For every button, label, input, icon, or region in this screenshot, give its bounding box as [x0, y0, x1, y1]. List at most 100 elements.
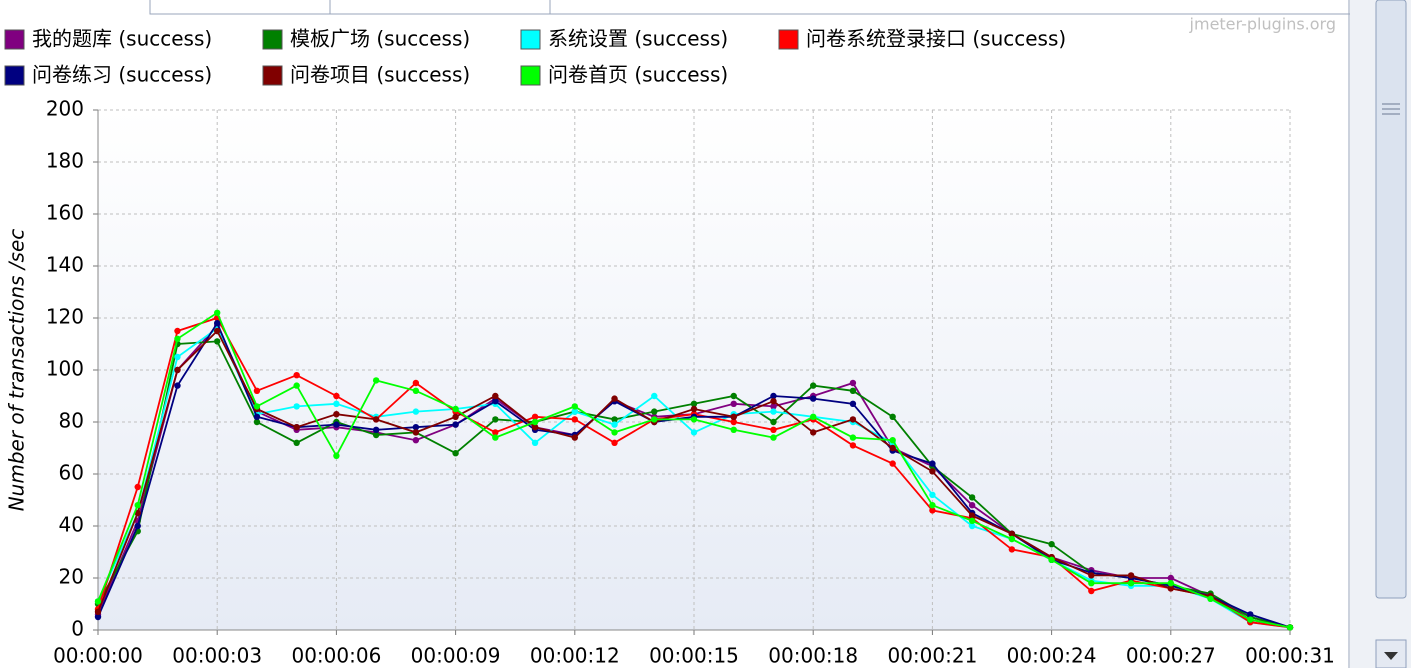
legend-label: 问卷练习 (success)	[32, 63, 212, 87]
data-point	[770, 418, 777, 426]
data-point	[174, 382, 181, 389]
data-point	[929, 468, 936, 475]
data-point	[889, 460, 896, 467]
data-point	[1088, 572, 1095, 579]
legend-label: 系统设置 (success)	[548, 27, 728, 51]
data-point	[690, 416, 698, 423]
data-point	[968, 512, 976, 519]
data-point	[1008, 535, 1016, 543]
legend-label: 问卷首页 (success)	[548, 63, 728, 87]
scroll-down-arrow	[1384, 652, 1398, 660]
x-tick-label: 00:00:15	[649, 644, 739, 668]
data-point	[611, 395, 618, 402]
data-point	[770, 426, 777, 433]
legend-swatch	[778, 29, 799, 50]
data-point	[571, 408, 578, 415]
legend-label: 我的题库 (success)	[32, 27, 212, 51]
data-point	[452, 413, 459, 420]
data-point	[412, 379, 420, 387]
data-point	[770, 392, 777, 400]
data-point	[1286, 624, 1294, 631]
data-point	[770, 403, 777, 410]
data-point	[214, 320, 221, 327]
data-point	[571, 403, 578, 410]
data-point	[810, 429, 817, 436]
data-point	[174, 366, 181, 374]
data-point	[968, 522, 976, 530]
data-point	[492, 434, 499, 441]
x-tick-label: 00:00:12	[530, 644, 620, 668]
y-tick-label: 160	[46, 201, 84, 225]
data-point	[531, 413, 539, 420]
data-point	[651, 392, 658, 400]
legend-swatch	[520, 65, 541, 86]
x-tick-label: 00:00:18	[768, 644, 858, 668]
data-point	[531, 424, 539, 431]
legend-label: 模板广场 (success)	[290, 27, 470, 51]
x-tick-label: 00:00:24	[1007, 644, 1097, 668]
data-point	[174, 353, 181, 361]
data-point	[1167, 580, 1175, 587]
watermark: jmeter-plugins.org	[1189, 15, 1336, 34]
legend-label: 问卷项目 (success)	[290, 63, 470, 87]
x-tick-label: 00:00:06	[291, 644, 381, 668]
data-point	[770, 434, 777, 441]
data-point	[690, 405, 698, 413]
x-tick-label: 00:00:27	[1126, 644, 1216, 668]
data-point	[1127, 572, 1135, 579]
data-point	[214, 309, 221, 316]
data-point	[849, 434, 857, 441]
scrollbar-thumb[interactable]	[1375, 0, 1407, 599]
data-point	[730, 426, 737, 433]
data-point	[333, 452, 340, 459]
data-point	[293, 403, 300, 410]
data-point	[293, 424, 300, 431]
data-point	[1048, 556, 1055, 563]
y-tick-label: 120	[46, 305, 84, 329]
data-point	[214, 338, 221, 345]
data-point	[134, 502, 141, 509]
data-point	[452, 405, 459, 413]
data-point	[889, 444, 896, 452]
data-point	[730, 418, 737, 426]
data-point	[929, 460, 936, 467]
data-point	[94, 613, 102, 621]
data-point	[333, 400, 340, 407]
legend-label: 问卷系统登录接口 (success)	[806, 27, 1066, 51]
data-point	[372, 431, 380, 439]
data-point	[810, 395, 817, 402]
data-point	[849, 387, 857, 394]
data-point	[174, 335, 181, 342]
data-point	[770, 398, 777, 405]
y-tick-label: 20	[59, 565, 84, 589]
data-point	[849, 416, 857, 423]
data-point	[730, 413, 737, 420]
data-point	[611, 421, 618, 428]
thumb-grip	[1382, 103, 1400, 115]
data-point	[611, 416, 618, 423]
y-tick-label: 40	[59, 513, 84, 537]
data-point	[611, 429, 618, 436]
data-point	[531, 418, 539, 426]
data-point	[1088, 580, 1095, 587]
data-point	[810, 382, 817, 389]
data-point	[651, 408, 658, 415]
data-point	[492, 392, 499, 400]
data-point	[412, 424, 420, 431]
data-point	[492, 429, 499, 436]
data-point	[372, 416, 380, 423]
legend-swatch	[520, 29, 541, 50]
data-point	[492, 416, 499, 423]
data-point	[492, 398, 499, 405]
data-point	[1247, 616, 1254, 623]
data-point	[412, 437, 420, 444]
data-point	[1167, 585, 1175, 592]
data-point	[730, 392, 737, 400]
data-point	[412, 408, 420, 415]
data-point	[333, 421, 340, 428]
data-point	[293, 439, 300, 446]
data-point	[214, 327, 221, 335]
y-tick-label: 140	[46, 253, 84, 277]
data-point	[571, 434, 578, 441]
data-point	[372, 426, 380, 433]
